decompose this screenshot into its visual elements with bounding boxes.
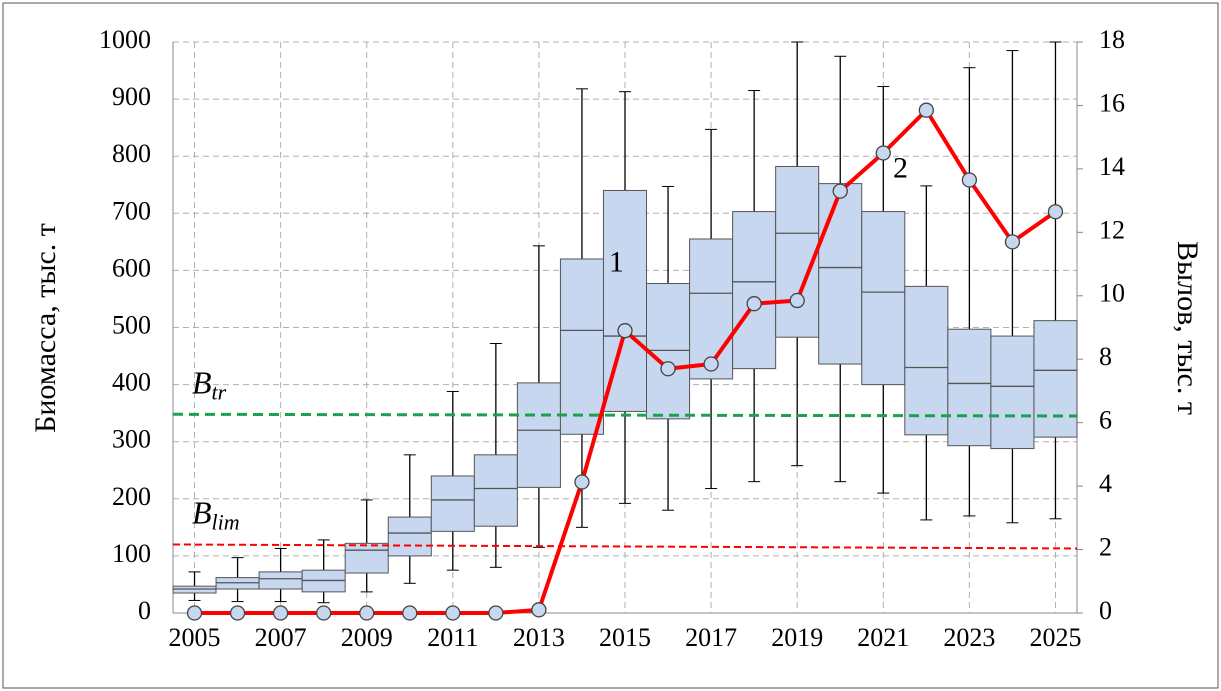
box [775, 165, 820, 338]
box [1033, 320, 1078, 438]
y2-tick-label: 10 [1099, 279, 1125, 308]
box [473, 454, 518, 527]
reference-line [172, 412, 1078, 418]
annotation: 2 [893, 151, 908, 184]
catch-point [445, 605, 461, 621]
catch-point [402, 605, 418, 621]
box [387, 516, 432, 557]
catch-point [617, 323, 633, 339]
y2-tick-label: 18 [1099, 25, 1125, 54]
y-tick-label: 0 [138, 596, 151, 625]
y-tick-label: 700 [112, 196, 151, 225]
reference-label-main: B [192, 495, 212, 531]
catch-point [789, 292, 805, 309]
reference-label: Blim [192, 495, 240, 535]
y2-tick-label: 16 [1099, 88, 1125, 117]
reference-label-main: B [192, 365, 212, 401]
x-tick-label: 2011 [427, 623, 478, 652]
catch-point [531, 602, 547, 618]
y2-tick-label: 14 [1099, 152, 1125, 181]
y-tick-label: 500 [112, 310, 151, 339]
catch-point [703, 356, 719, 372]
catch-point [832, 183, 848, 199]
y2-tick-label: 12 [1099, 215, 1125, 244]
y-tick-label: 900 [112, 82, 151, 111]
catch-point [875, 145, 891, 161]
y2-tick-label: 2 [1099, 533, 1112, 562]
box [430, 475, 475, 532]
x-tick-label: 2015 [599, 623, 651, 652]
box [559, 258, 604, 435]
y-axis-label: Биомасса, тыс. т [29, 223, 62, 433]
box [689, 238, 734, 380]
catch-point [186, 605, 203, 621]
x-tick-label: 2009 [341, 623, 393, 652]
y2-tick-label: 8 [1099, 342, 1112, 371]
y-tick-label: 400 [112, 368, 151, 397]
y-tick-label: 800 [112, 139, 151, 168]
catch-point [746, 296, 762, 312]
catch-point [272, 605, 289, 621]
x-tick-label: 2007 [255, 623, 307, 652]
box [732, 211, 777, 370]
box [344, 542, 389, 574]
x-tick-label: 2013 [513, 623, 565, 652]
catch-point [961, 172, 978, 188]
box [990, 335, 1035, 450]
annotation: 1 [609, 246, 624, 279]
y-tick-label: 300 [112, 425, 151, 454]
catch-point [488, 605, 504, 621]
x-tick-label: 2023 [943, 623, 995, 652]
catch-point [1004, 234, 1021, 250]
y-tick-label: 600 [112, 253, 151, 282]
x-tick-label: 2017 [685, 623, 737, 652]
box [258, 571, 303, 590]
y2-tick-label: 4 [1099, 469, 1112, 498]
y-tick-label: 1000 [99, 25, 151, 54]
x-tick-label: 2005 [169, 623, 221, 652]
catch-point [918, 102, 934, 118]
catch-point [574, 474, 590, 490]
box [646, 283, 691, 420]
x-tick-label: 2019 [771, 623, 823, 652]
catch-point [660, 361, 676, 377]
catch-point [316, 605, 332, 621]
reference-label: Btr [192, 365, 227, 405]
box [818, 183, 863, 365]
y2-tick-label: 0 [1099, 596, 1112, 625]
reference-line [172, 543, 1078, 550]
reference-label-sub: lim [212, 510, 240, 535]
catch-point [1047, 204, 1064, 220]
catch-point [359, 605, 375, 621]
box [904, 285, 949, 436]
y-tick-label: 100 [112, 539, 151, 568]
y2-tick-label: 6 [1099, 406, 1112, 435]
box [861, 211, 906, 386]
catch-point [229, 605, 246, 621]
box [516, 382, 561, 488]
x-tick-label: 2025 [1029, 623, 1081, 652]
reference-label-sub: tr [212, 379, 227, 404]
box [947, 328, 992, 447]
y-tick-label: 200 [112, 482, 151, 511]
x-tick-label: 2021 [857, 623, 909, 652]
y2-axis-label: Вылов, тыс. т [1171, 241, 1204, 415]
